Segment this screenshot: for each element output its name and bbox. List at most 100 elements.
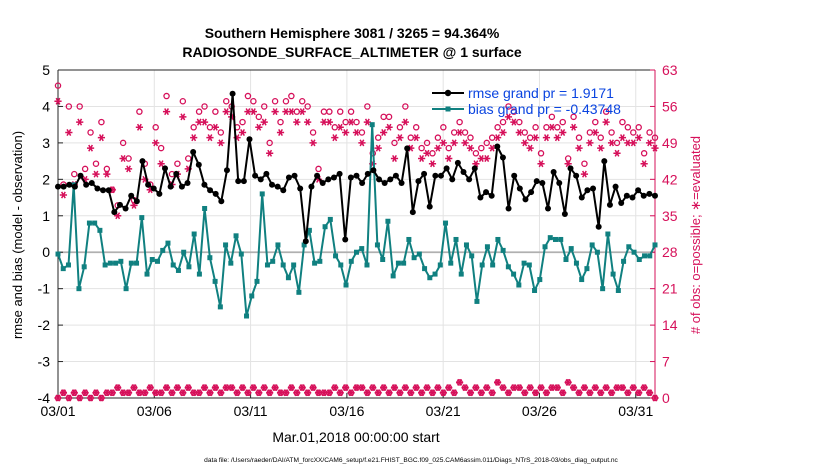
bias-series-point-63 [385,218,391,224]
possible-obs-marker-5 [81,165,89,173]
evaluated-obs-low-marker-92 [553,384,561,392]
rmse-series-point-28 [212,190,219,197]
possible-obs-marker-6 [87,129,94,136]
evaluated-obs-marker-87 [526,144,534,152]
rmse-series-point-90 [561,210,568,217]
evaluated-obs-low-marker-16 [141,389,149,397]
evaluated-obs-low-marker-20 [162,384,171,392]
y-tick-right-label-1: 7 [662,354,670,370]
rmse-series-point-38 [269,181,276,188]
bias-series-point-37 [249,293,255,299]
evaluated-obs-marker-88 [532,134,540,142]
y-tick-label-0: -4 [38,390,51,406]
y-tick-label-6: 2 [42,171,50,187]
evaluated-obs-marker-52 [336,123,344,131]
bias-series-point-2 [65,262,71,268]
rmse-series-point-62 [404,145,411,152]
bias-series-point-43 [280,262,286,268]
evaluated-obs-marker-90 [542,134,551,142]
bias-series-point-94 [547,235,553,241]
bias-series-point-32 [223,242,229,248]
possible-obs-marker-85 [516,118,523,126]
evaluated-obs-marker-70 [434,144,442,152]
legend-rmse-label: rmse grand pr = 1.9171 [468,85,614,101]
bias-series-point-7 [92,220,98,226]
rmse-series-point-92 [573,172,580,179]
rmse-series-point-80 [505,205,512,212]
plot-layer: 03/01 03/06 03/11 03/16 03/21 03/26 03/31 -4 -3 -… [38,62,678,419]
evaluated-obs-marker-57 [363,118,371,126]
evaluated-obs-marker-29 [211,123,219,131]
bias-series-point-83 [490,262,496,268]
possible-obs-marker-20 [163,92,170,100]
possible-obs-marker-43 [288,92,295,100]
bias-series-point-76 [453,236,459,242]
rmse-series-point-98 [606,201,613,208]
possible-obs-marker-57 [364,103,371,110]
rmse-series-point-100 [618,200,625,207]
rmse-series-point-19 [162,165,169,172]
possible-obs-marker-60 [380,113,387,121]
evaluated-obs-marker-40 [271,108,279,116]
evaluated-obs-low-marker-109 [645,389,654,397]
rmse-series-point-54 [359,179,366,186]
rmse-series-point-60 [392,172,399,179]
evaluated-obs-low-marker-81 [494,378,502,386]
bias-series-point-91 [532,287,538,293]
possible-obs-marker-9 [103,165,111,173]
rmse-series-point-82 [516,185,523,192]
evaluated-obs-low-marker-97 [580,384,589,392]
evaluated-obs-marker-63 [396,134,404,142]
rmse-series-point-104 [640,192,647,199]
rmse-series-point-83 [522,196,529,203]
possible-obs-marker-90 [543,124,550,131]
rmse-series-point-106 [652,192,658,199]
possible-obs-marker-34 [239,118,246,126]
bias-series-point-22 [170,262,176,268]
evaluated-obs-low-marker-19 [157,389,165,397]
possible-obs-marker-76 [467,134,474,141]
bias-series-point-24 [181,249,187,255]
rmse-series-point-46 [314,172,321,179]
possible-obs-marker-53 [342,118,349,126]
bias-series-point-53 [333,253,339,259]
bias-series-point-5 [81,264,87,270]
bias-series-point-18 [149,257,155,263]
possible-obs-marker-89 [537,150,545,157]
evaluated-obs-low-marker-86 [521,389,529,397]
rmse-series-point-30 [223,167,230,174]
evaluated-obs-low-marker-46 [304,389,312,397]
rmse-series-point-9 [105,187,112,194]
bias-series-point-51 [322,224,328,230]
y-tick-right-label-6: 42 [662,171,678,187]
rmse-series-point-49 [330,174,337,181]
evaluated-obs-low-marker-102 [607,389,616,397]
rmse-series-point-91 [567,165,574,172]
evaluated-obs-marker-103 [613,149,621,157]
bias-series-point-39 [259,191,265,197]
evaluated-obs-marker-54 [347,118,355,126]
bias-series-point-13 [123,286,129,292]
possible-obs-marker-61 [385,113,393,121]
evaluated-obs-marker-51 [331,134,339,142]
rmse-series-point-74 [471,165,478,172]
rmse-series-markers [55,90,658,245]
possible-obs-marker-108 [640,150,648,157]
evaluated-obs-marker-96 [575,144,583,152]
evaluated-obs-marker-4 [76,118,84,126]
bias-series-point-50 [317,258,323,264]
evaluated-obs-marker-85 [515,128,523,136]
possible-obs-marker-13 [125,155,132,162]
y-axis-label: rmse and bias (model - observation) [10,131,25,339]
evaluated-obs-low-marker-70 [434,384,442,392]
evaluated-obs-low-marker-11 [114,384,122,392]
evaluated-obs-low-marker-110 [651,394,659,402]
bias-series-point-67 [406,236,412,242]
evaluated-obs-low-marker-64 [401,384,409,392]
evaluated-obs-marker-37 [255,123,263,131]
bias-series-point-68 [411,255,417,261]
bias-series-point-65 [395,260,401,266]
bias-series-point-100 [579,277,585,283]
bias-series-point-29 [207,255,213,261]
